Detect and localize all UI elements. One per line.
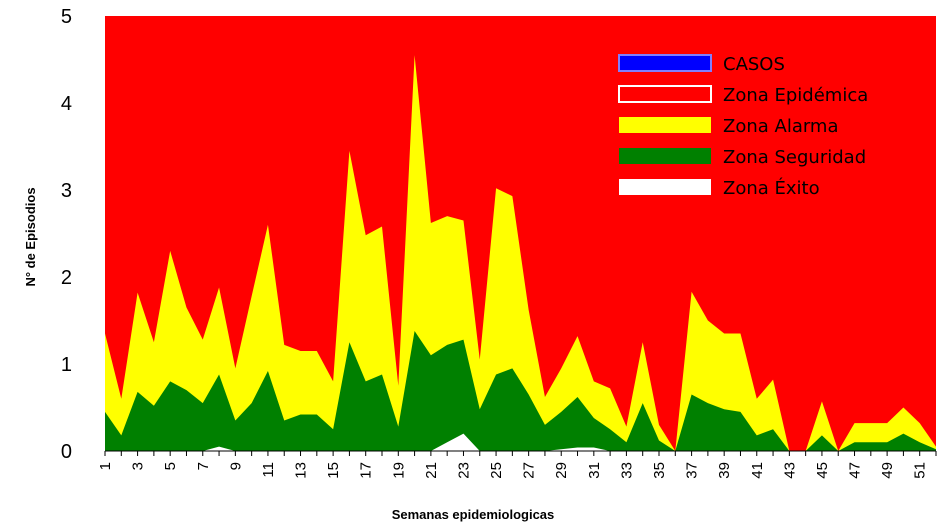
legend-label-zona-epidemica: Zona Epidémica [723,85,868,106]
x-tick-label: 31 [586,462,603,479]
x-tick-label: 51 [912,462,929,479]
legend-swatch-zona-seguridad [619,148,711,164]
x-tick-label: 43 [781,462,798,479]
y-tick-label: 3 [61,180,72,202]
y-tick-label: 5 [61,6,72,28]
x-tick-label: 1 [97,462,114,470]
x-tick-label: 19 [390,462,407,479]
y-tick-label: 1 [61,354,72,376]
x-tick-label: 3 [130,462,147,470]
x-tick-label: 11 [260,462,277,478]
x-tick-label: 5 [162,462,179,470]
x-tick-label: 35 [651,462,668,479]
x-tick-label: 33 [618,462,635,479]
series-area-zona-seguridad [105,330,936,451]
x-tick-label: 39 [716,462,733,479]
legend-swatch-zona-alarma [619,117,711,133]
y-axis-label: N° de Episodios [23,187,38,286]
x-tick-label: 41 [749,462,766,479]
x-tick-label: 49 [879,462,896,479]
legend-label-zona-seguridad: Zona Seguridad [723,147,866,168]
legend-swatch-zona-epidemica [618,85,712,103]
x-tick-label: 17 [358,462,375,479]
legend: CASOS Zona Epidémica Zona Alarma Zona Segur… [618,54,868,199]
x-axis: 1 3 5 7 9 11 13 15 17 19 21 23 25 27 29 31 33 35 37 39 41 43 4… [97,450,937,479]
x-tick-label: 23 [455,462,472,479]
x-tick-label: 21 [423,462,440,479]
x-tick-label: 29 [553,462,570,479]
x-tick-label: 27 [521,462,538,479]
x-axis-label: Semanas epidemiologicas [392,507,555,522]
legend-swatch-zona-exito [619,179,711,195]
series-area-zona-alarma [105,55,936,452]
x-tick-label: 7 [195,462,212,470]
x-tick-label: 9 [227,462,244,470]
legend-label-casos: CASOS [723,54,785,75]
x-tick-label: 13 [293,462,310,479]
legend-label-zona-exito: Zona Éxito [723,177,820,199]
y-tick-label: 0 [61,441,72,463]
x-tick-label: 47 [847,462,864,479]
legend-swatch-casos [618,54,712,72]
y-tick-label: 4 [61,93,72,115]
y-axis: 0 1 2 3 4 5 [61,6,72,463]
x-tick-label: 15 [325,462,342,479]
legend-label-zona-alarma: Zona Alarma [723,116,839,137]
x-tick-label: 45 [814,462,831,479]
x-tick-label: 25 [488,462,505,479]
y-tick-label: 2 [61,267,72,289]
x-tick-label: 37 [684,462,701,479]
plot-area [105,16,936,452]
